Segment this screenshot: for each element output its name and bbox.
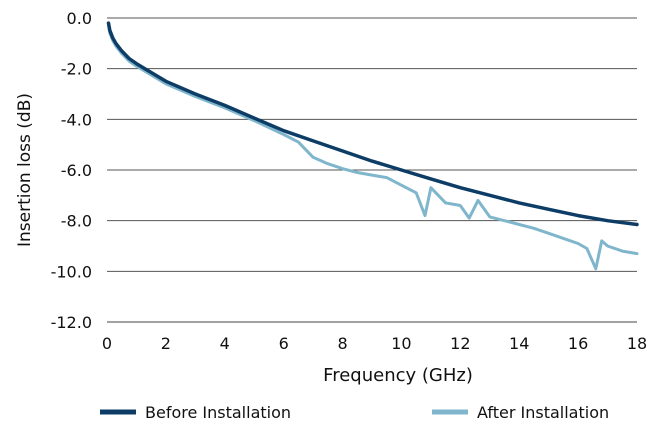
x-tick-label: 16 [568, 334, 588, 353]
y-tick-label: -4.0 [61, 110, 92, 129]
x-tick-label: 12 [450, 334, 470, 353]
legend-label-before: Before Installation [145, 403, 291, 422]
x-tick-label: 18 [627, 334, 647, 353]
x-tick-label: 10 [391, 334, 411, 353]
series-lines [106, 21, 639, 271]
series-line-before-installation [106, 21, 639, 227]
y-tick-label: -6.0 [61, 161, 92, 180]
y-tick-label: -12.0 [51, 313, 92, 332]
y-tick-label: -2.0 [61, 60, 92, 79]
x-tick-label: 0 [102, 334, 112, 353]
x-tick-labels: 0 2 4 6 8 10 12 14 16 18 [102, 334, 647, 353]
x-tick-label: 6 [279, 334, 289, 353]
y-tick-labels: 0.0 -2.0 -4.0 -6.0 -8.0 -10.0 -12.0 [51, 9, 92, 332]
x-tick-label: 4 [220, 334, 230, 353]
legend: Before Installation After Installation [100, 403, 609, 422]
x-tick-label: 8 [337, 334, 347, 353]
legend-label-after: After Installation [477, 403, 609, 422]
y-tick-label: -10.0 [51, 262, 92, 281]
y-tick-label: 0.0 [67, 9, 92, 28]
series-line-after-installation [107, 24, 639, 271]
y-axis-label: Insertion loss (dB) [15, 93, 35, 247]
gridlines [107, 17, 637, 323]
x-tick-label: 2 [161, 334, 171, 353]
x-tick-label: 14 [509, 334, 529, 353]
y-tick-label: -8.0 [61, 212, 92, 231]
x-axis-label: Frequency (GHz) [323, 365, 473, 386]
